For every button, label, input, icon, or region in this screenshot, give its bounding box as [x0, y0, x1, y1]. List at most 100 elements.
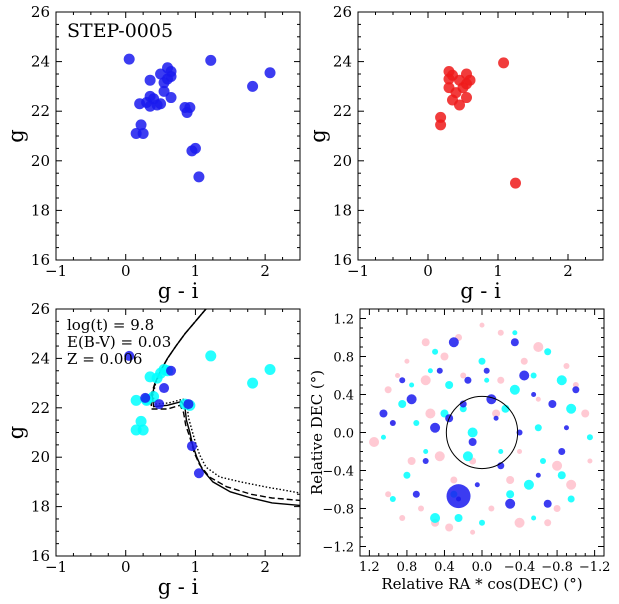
member-star-point — [159, 383, 170, 394]
cyan-sky-point — [530, 372, 537, 379]
y-tick-label: 0.0 — [333, 427, 354, 442]
pink-sky-point — [421, 338, 430, 347]
member-star-point — [179, 101, 191, 113]
cyan-sky-point — [467, 427, 478, 438]
field-star-point — [498, 57, 510, 69]
blue-sky-point — [531, 392, 537, 397]
cyan-sky-point — [389, 496, 396, 502]
blue-sky-point — [558, 448, 566, 455]
pink-sky-point — [418, 505, 424, 512]
y-tick-label: 20 — [333, 152, 352, 170]
blue-sky-point — [548, 400, 557, 408]
cyan-sky-point — [506, 490, 515, 499]
pink-sky-point — [399, 515, 406, 521]
pink-sky-point — [497, 376, 505, 384]
x-tick-label: 2 — [260, 558, 270, 576]
pink-sky-point — [479, 322, 485, 328]
y-tick-label: 26 — [333, 3, 352, 21]
y-tick-label: 16 — [31, 547, 50, 565]
y-tick-label: 22 — [31, 399, 50, 417]
pink-sky-point — [434, 451, 445, 462]
y-tick-label: −1.2 — [322, 541, 354, 556]
pink-sky-point — [533, 342, 544, 352]
y-tick-label: 26 — [31, 300, 50, 318]
y-tick-label: 0.4 — [333, 389, 354, 404]
pink-sky-point — [404, 358, 410, 364]
member-star-point — [166, 365, 177, 376]
x-tick-label: 2 — [260, 262, 270, 280]
field-star-point — [247, 377, 259, 389]
blue-sky-point — [493, 415, 499, 421]
member-star-point — [140, 392, 151, 403]
cyan-sky-point — [409, 382, 415, 388]
blue-sky-point — [436, 367, 443, 374]
blue-sky-point — [430, 422, 441, 433]
y-tick-label: −0.8 — [322, 503, 354, 518]
field-star-point — [264, 364, 276, 376]
x-axis-label: Relative RA * cos(DEC) (°) — [381, 575, 582, 593]
cyan-sky-point — [512, 330, 518, 336]
y-tick-label: 24 — [31, 53, 50, 71]
cyan-sky-point — [534, 424, 542, 432]
p2-frame — [357, 11, 604, 261]
cyan-sky-point — [540, 458, 546, 464]
pink-sky-point — [514, 517, 525, 528]
y-tick-label: 22 — [31, 102, 50, 120]
pink-sky-point — [544, 519, 552, 527]
x-axis-label: g - i — [460, 279, 501, 303]
x-tick-label: −0.8 — [541, 560, 573, 575]
member-star-point — [186, 441, 197, 452]
y-axis-label: g — [4, 129, 28, 142]
member-star-point — [183, 399, 194, 410]
y-tick-label: 20 — [31, 448, 50, 466]
field-star-point — [443, 82, 455, 94]
x-axis-label: g - i — [158, 575, 199, 599]
pink-sky-point — [581, 409, 590, 418]
isochrone-group — [150, 309, 300, 507]
pink-sky-point — [563, 363, 570, 369]
y-axis-label: Relative DEC (°) — [308, 370, 326, 495]
y-tick-label: −0.4 — [322, 465, 354, 480]
member-star-point — [137, 128, 149, 140]
field-star-point — [461, 68, 472, 80]
x-tick-label: −1 — [347, 262, 369, 280]
p1-frame — [55, 11, 301, 261]
blue-sky-point — [459, 400, 467, 408]
cmd-panel-isochrone-fit: −1 0 1 2 16 18 20 22 24 26 g - i g log(t) = 9.8E(B-V… — [4, 300, 301, 599]
cyan-sky-point — [413, 420, 420, 426]
field-star-point — [130, 394, 142, 406]
x-tick-label: 1 — [493, 262, 503, 280]
cmd-panel-members: −1 0 1 2 16 18 20 22 24 26 g - i g STEP-0005 — [4, 3, 301, 303]
x-tick-label: 0 — [121, 558, 131, 576]
x-tick-label: −1 — [45, 262, 67, 280]
blue-sky-point — [519, 370, 530, 381]
pink-sky-point — [492, 409, 501, 418]
y-tick-label: 24 — [31, 349, 50, 367]
field-star-point — [151, 372, 163, 384]
cyan-sky-point — [462, 451, 473, 462]
cyan-sky-point — [445, 381, 454, 389]
pink-sky-point — [385, 491, 392, 498]
field-star-point — [443, 66, 455, 78]
field-star-point — [435, 111, 447, 123]
fit-parameter-label: log(t) = 9.8 — [67, 316, 154, 334]
member-star-point — [264, 67, 276, 79]
y-tick-label: 18 — [31, 201, 50, 219]
cyan-sky-point — [478, 357, 486, 365]
x-tick-label: 1 — [191, 558, 201, 576]
member-star-point — [205, 54, 217, 66]
pink-sky-point — [572, 382, 579, 388]
member-star-point — [193, 171, 205, 183]
cyan-sky-point — [430, 513, 441, 523]
blue-sky-point — [399, 377, 406, 384]
y-tick-label: 22 — [333, 102, 352, 120]
cyan-sky-point — [398, 400, 407, 408]
cyan-sky-point — [509, 384, 520, 395]
member-star-point — [162, 62, 174, 74]
member-star-point — [135, 119, 147, 131]
p4-frame — [359, 308, 605, 557]
blue-sky-point — [389, 420, 396, 426]
pink-sky-point — [440, 352, 449, 361]
cyan-sky-point — [427, 368, 433, 374]
cyan-sky-point — [567, 495, 575, 503]
